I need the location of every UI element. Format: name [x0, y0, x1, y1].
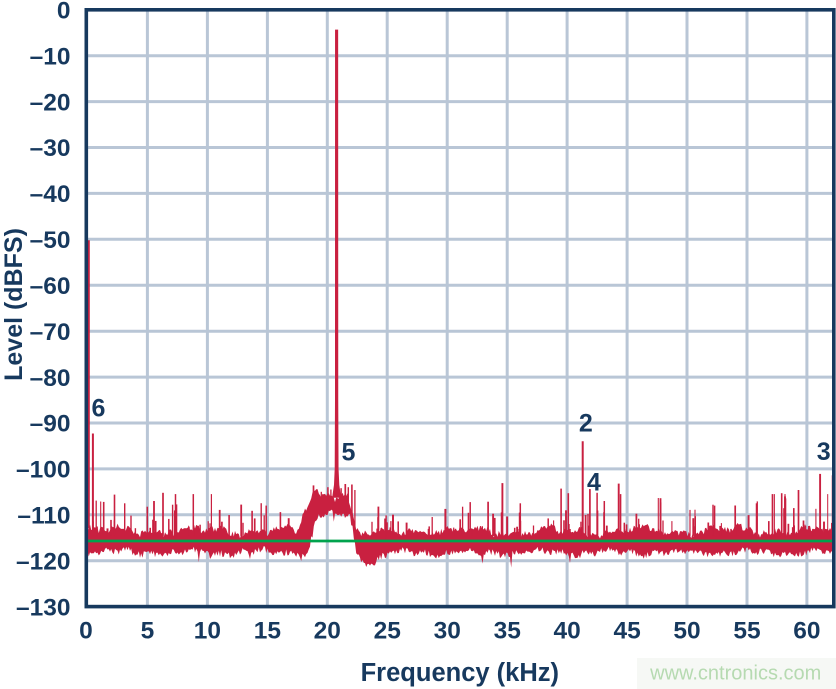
svg-text:55: 55 — [733, 618, 760, 645]
svg-text:–60: –60 — [30, 273, 71, 300]
svg-text:20: 20 — [314, 618, 341, 645]
svg-text:–20: –20 — [30, 89, 71, 116]
svg-text:–50: –50 — [30, 227, 71, 254]
svg-text:Level (dBFS): Level (dBFS) — [0, 228, 28, 381]
svg-text:–30: –30 — [30, 135, 71, 162]
svg-text:4: 4 — [587, 468, 601, 496]
svg-text:www.cntronics.com: www.cntronics.com — [649, 663, 821, 685]
svg-text:–120: –120 — [16, 548, 71, 575]
svg-text:3: 3 — [817, 438, 831, 466]
svg-text:–80: –80 — [30, 365, 71, 392]
svg-text:50: 50 — [673, 618, 700, 645]
svg-text:5: 5 — [342, 439, 356, 467]
svg-text:–10: –10 — [30, 43, 71, 70]
svg-text:–40: –40 — [30, 181, 71, 208]
svg-text:2: 2 — [579, 410, 593, 438]
svg-text:35: 35 — [494, 618, 521, 645]
svg-text:45: 45 — [613, 618, 640, 645]
svg-text:6: 6 — [92, 395, 106, 423]
svg-text:–130: –130 — [16, 594, 71, 621]
svg-text:–70: –70 — [30, 319, 71, 346]
svg-text:–110: –110 — [17, 503, 70, 530]
svg-text:10: 10 — [194, 618, 221, 645]
svg-text:15: 15 — [254, 618, 281, 645]
svg-text:0: 0 — [79, 618, 93, 645]
svg-text:Frequency (kHz): Frequency (kHz) — [361, 659, 559, 687]
svg-text:30: 30 — [434, 618, 461, 645]
svg-text:60: 60 — [793, 618, 820, 645]
svg-text:–100: –100 — [16, 457, 71, 484]
svg-text:–90: –90 — [30, 411, 71, 438]
svg-text:40: 40 — [553, 618, 580, 645]
svg-text:5: 5 — [141, 618, 155, 645]
svg-text:0: 0 — [57, 0, 71, 25]
svg-text:25: 25 — [374, 618, 401, 645]
